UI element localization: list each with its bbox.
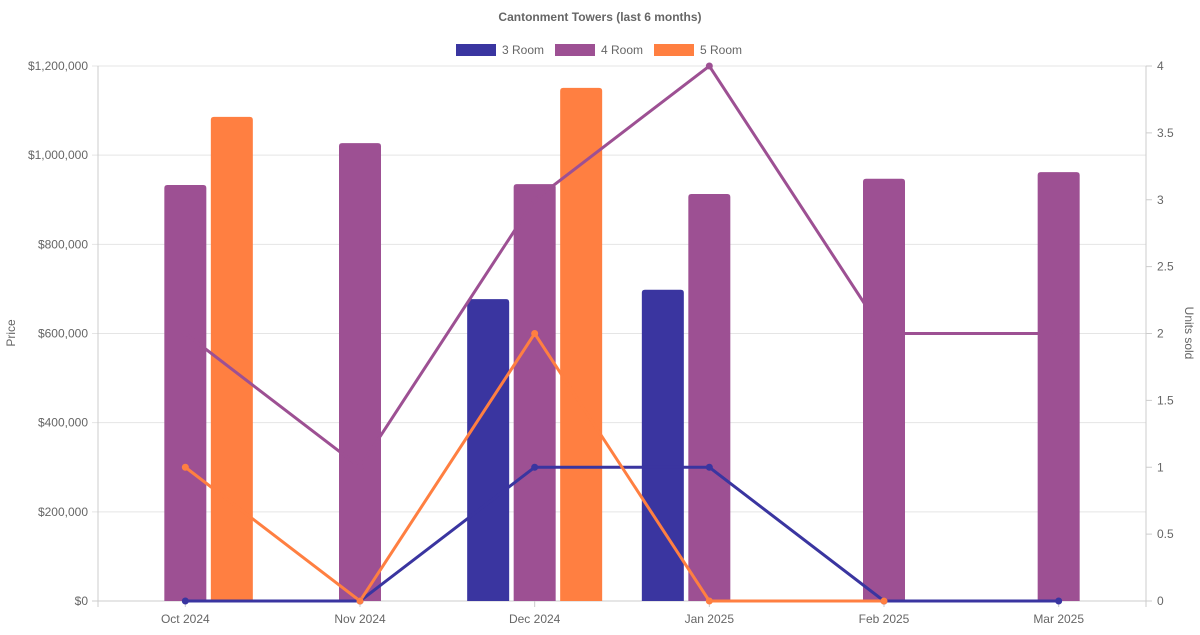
point-5-room [531, 330, 539, 337]
y-tick-label: $800,000 [38, 237, 88, 251]
y2-tick-label: 3 [1157, 193, 1164, 207]
bar-5-room [210, 116, 253, 601]
point-5-room [705, 597, 713, 605]
y2-tick-label: 2.5 [1157, 260, 1174, 274]
chart-title: Cantonment Towers (last 6 months) [498, 10, 701, 24]
y2-tick-label: 0 [1157, 594, 1164, 608]
x-tick-label: Feb 2025 [859, 612, 910, 626]
x-tick-label: Dec 2024 [509, 612, 561, 626]
line-4-room [184, 63, 1059, 470]
point-3-room [1055, 597, 1063, 605]
y2-tick-label: 1.5 [1157, 393, 1174, 407]
y-axis-label: Price [4, 319, 18, 347]
point-4-room [181, 330, 189, 337]
x-tick-label: Nov 2024 [334, 612, 386, 626]
point-5-room [181, 463, 189, 471]
legend-swatch [654, 44, 694, 56]
point-4-room [705, 62, 713, 70]
axes: $0 $200,000 $400,000 $600,000 $800,000 $1,000… [28, 59, 1174, 626]
bar-5-room [560, 87, 603, 602]
legend-swatch [555, 44, 595, 56]
bar-3-room [641, 289, 684, 601]
y-tick-label: $0 [75, 594, 89, 608]
legend-label: 3 Room [502, 43, 544, 57]
bar-4-room [688, 193, 731, 601]
legend-label: 4 Room [601, 43, 643, 57]
y2-tick-label: 3.5 [1157, 126, 1174, 140]
y-tick-label: $400,000 [38, 416, 88, 430]
legend-label: 5 Room [700, 43, 742, 57]
line-3-room [185, 465, 1059, 603]
y2-tick-label: 0.5 [1157, 527, 1174, 541]
bars [164, 87, 1080, 602]
x-tick-label: Mar 2025 [1033, 612, 1084, 626]
point-5-room [356, 597, 364, 605]
x-tick-label: Jan 2025 [685, 612, 735, 626]
point-4-room [531, 196, 539, 204]
bar-3-room [467, 299, 510, 601]
bar-4-room [513, 184, 556, 602]
lines [181, 62, 1063, 605]
y-tick-label: $200,000 [38, 505, 88, 519]
bar-4-room [164, 185, 207, 601]
point-4-room [1055, 330, 1063, 337]
point-3-room [705, 463, 713, 471]
y-tick-label: $1,200,000 [28, 59, 88, 73]
y2-tick-label: 4 [1157, 59, 1164, 73]
y2-axis-label: Units sold [1182, 307, 1196, 360]
point-3-room [181, 597, 189, 605]
gridlines [92, 65, 1152, 607]
bar-4-room [1037, 172, 1080, 601]
bar-4-room [863, 178, 905, 601]
bar-4-room [339, 143, 381, 602]
y-tick-label: $1,000,000 [28, 148, 88, 162]
y-tick-label: $600,000 [38, 327, 88, 341]
x-tick-label: Oct 2024 [161, 612, 210, 626]
point-3-room [531, 463, 539, 471]
legend-swatch [456, 44, 496, 56]
point-5-room [880, 597, 888, 605]
y2-tick-label: 1 [1157, 460, 1164, 474]
point-4-room [356, 463, 364, 471]
point-4-room [880, 330, 888, 337]
legend: 3 Room 4 Room 5 Room [456, 43, 742, 57]
y2-tick-label: 2 [1157, 327, 1164, 341]
